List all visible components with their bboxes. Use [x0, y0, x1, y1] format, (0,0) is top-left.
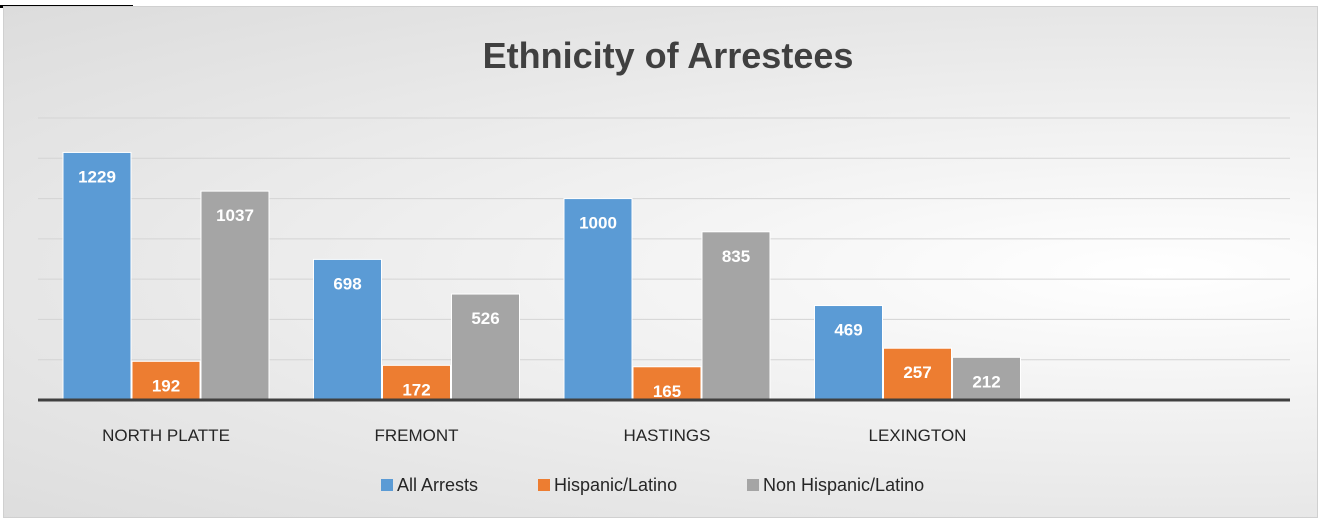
data-label: 1000 — [579, 214, 617, 233]
data-label: 212 — [972, 372, 1000, 391]
category-labels: NORTH PLATTE FREMONT HASTINGS LEXINGTON — [102, 426, 966, 445]
data-label: 526 — [471, 309, 499, 328]
bar — [563, 198, 633, 401]
bar — [952, 356, 1021, 401]
legend-label: Non Hispanic/Latino — [763, 475, 924, 495]
category-label: FREMONT — [374, 426, 458, 445]
bar — [883, 347, 952, 401]
legend: All Arrests Hispanic/Latino Non Hispanic/L… — [381, 475, 924, 495]
data-label: 257 — [903, 363, 931, 382]
data-label: 172 — [402, 380, 430, 399]
data-label: 165 — [653, 382, 681, 401]
data-label: 1037 — [216, 206, 254, 225]
data-label: 469 — [834, 321, 862, 340]
legend-label: Hispanic/Latino — [554, 475, 677, 495]
data-label: 1229 — [78, 167, 116, 186]
bar — [451, 293, 520, 401]
legend-swatch — [747, 479, 759, 491]
legend-swatch — [381, 479, 393, 491]
bar — [632, 366, 702, 401]
bar — [200, 190, 270, 401]
data-label: 835 — [722, 247, 750, 266]
legend-swatch — [538, 479, 550, 491]
bar — [62, 151, 132, 401]
category-label: HASTINGS — [624, 426, 711, 445]
chart-title: Ethnicity of Arrestees — [483, 35, 854, 76]
bar — [131, 360, 201, 401]
data-label: 698 — [333, 274, 361, 293]
bars: 1229 192 1037 698 172 526 1000 165 835 469 257 212 — [62, 151, 1021, 401]
category-label: LEXINGTON — [869, 426, 967, 445]
bar — [701, 231, 771, 401]
legend-label: All Arrests — [397, 475, 478, 495]
data-label: 192 — [152, 376, 180, 395]
category-label: NORTH PLATTE — [102, 426, 230, 445]
